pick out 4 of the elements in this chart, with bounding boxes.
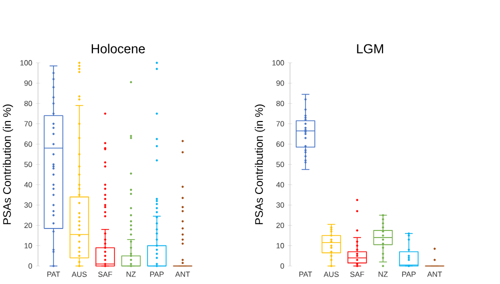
chart-title: Holocene bbox=[92, 44, 145, 54]
chart-title: LGM bbox=[357, 44, 384, 54]
y-axis-title: PSAs Contribution (in %) bbox=[254, 104, 266, 224]
y-axis-title: PSAs Contribution (in %) bbox=[2, 104, 14, 224]
